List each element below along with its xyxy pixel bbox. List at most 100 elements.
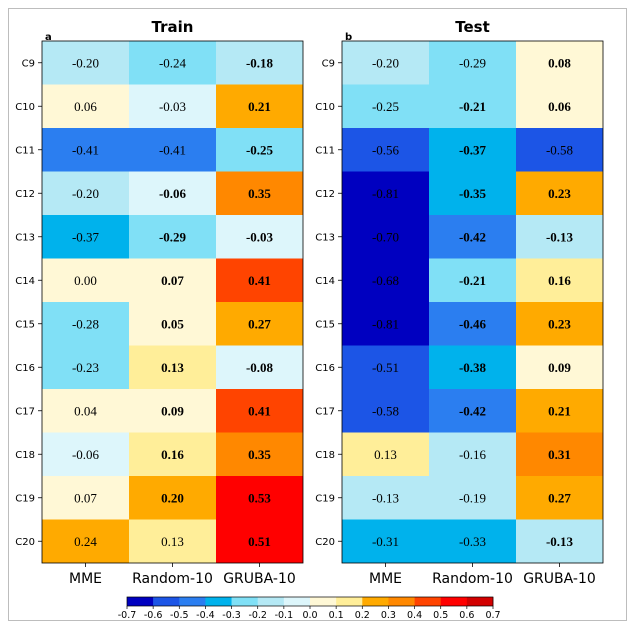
colorbar-tick-label: 0.0: [302, 610, 317, 621]
cell-value-label: -0.03: [159, 99, 186, 114]
heatmap-cell: [129, 41, 216, 85]
cell-value-label: -0.42: [459, 229, 486, 244]
cell-value-label: 0.13: [161, 534, 184, 549]
colorbar-tick-label: -0.2: [248, 610, 267, 621]
row-label: C10: [15, 102, 35, 113]
row-label: C18: [315, 450, 335, 461]
colorbar-segment: [231, 597, 259, 606]
heatmap-cell: [216, 41, 303, 85]
heatmap-cell: [42, 432, 129, 476]
colorbar-tick-label: 0.4: [407, 610, 422, 621]
cell-value-label: 0.13: [161, 360, 184, 375]
row-label: C19: [315, 493, 335, 504]
heatmap-cell: [429, 519, 516, 563]
heatmap-cell: [216, 171, 303, 215]
cell-value-label: 0.23: [548, 316, 571, 331]
heatmap-cell: [129, 476, 216, 520]
heatmap-cell: [516, 128, 603, 172]
cell-value-label: 0.05: [161, 316, 184, 331]
row-label: C14: [15, 276, 35, 287]
colorbar-tick-label: -0.7: [118, 610, 137, 621]
heatmap-cell: [129, 519, 216, 563]
row-label: C20: [15, 537, 35, 548]
heatmap-cell: [342, 41, 429, 85]
heatmap-cell: [129, 258, 216, 302]
heatmap-cell: [429, 345, 516, 389]
row-label: C13: [315, 232, 335, 243]
cell-value-label: -0.35: [459, 186, 487, 201]
cell-value-label: 0.35: [248, 447, 271, 462]
panel-letter: a: [45, 32, 52, 43]
colorbar-tick-label: 0.6: [459, 610, 474, 621]
cell-value-label: 0.27: [248, 316, 271, 331]
cell-value-label: -0.21: [459, 273, 486, 288]
cell-value-label: 0.07: [74, 490, 97, 505]
heatmap-cell: [216, 432, 303, 476]
cell-value-label: -0.06: [72, 447, 100, 462]
heatmap-cell: [429, 476, 516, 520]
heatmap-cell: [429, 389, 516, 433]
cell-value-label: -0.25: [246, 142, 274, 157]
heatmap-cell: [129, 389, 216, 433]
heatmap-cell: [42, 171, 129, 215]
heatmap-cell: [342, 215, 429, 259]
heatmap-cell: [342, 128, 429, 172]
cell-value-label: -0.13: [372, 490, 399, 505]
cell-value-label: -0.68: [372, 273, 399, 288]
row-label: C9: [322, 58, 335, 69]
colorbar-segment: [310, 597, 337, 606]
heatmap-cell: [342, 476, 429, 520]
heatmap-cell: [516, 345, 603, 389]
cell-value-label: 0.13: [374, 447, 397, 462]
heatmap-cell: [216, 128, 303, 172]
heatmap-cell: [516, 258, 603, 302]
cell-value-label: 0.16: [548, 273, 571, 288]
heatmap-cell: [429, 215, 516, 259]
colorbar-segment: [414, 597, 442, 606]
row-label: C10: [315, 102, 335, 113]
heatmap-cell: [129, 84, 216, 128]
heatmap-cell: [42, 389, 129, 433]
row-label: C16: [15, 363, 35, 374]
cell-value-label: -0.81: [372, 186, 399, 201]
column-label: Random-10: [132, 571, 213, 587]
cell-value-label: 0.00: [74, 273, 97, 288]
row-label: C11: [15, 145, 35, 156]
cell-value-label: -0.38: [459, 360, 487, 375]
heatmap-cell: [516, 432, 603, 476]
row-label: C13: [15, 232, 35, 243]
cell-value-label: 0.21: [548, 403, 571, 418]
cell-value-label: -0.23: [72, 360, 99, 375]
heatmap-cell: [516, 389, 603, 433]
colorbar-tick-label: 0.1: [329, 610, 344, 621]
cell-value-label: -0.37: [72, 229, 100, 244]
row-label: C20: [315, 537, 335, 548]
heatmap-cell: [216, 215, 303, 259]
row-label: C17: [315, 406, 335, 417]
row-label: C9: [22, 58, 35, 69]
cell-value-label: 0.41: [248, 273, 271, 288]
colorbar-segment: [179, 597, 206, 606]
column-label: MME: [369, 571, 402, 587]
colorbar-segment: [257, 597, 285, 606]
row-label: C14: [315, 276, 335, 287]
cell-value-label: -0.42: [459, 403, 486, 418]
colorbar-tick-label: -0.6: [144, 610, 163, 621]
heatmap-cell: [342, 258, 429, 302]
panel-letter: b: [345, 32, 352, 43]
cell-value-label: -0.25: [372, 99, 399, 114]
colorbar-segment: [362, 597, 389, 606]
heatmap-cell: [429, 171, 516, 215]
row-label: C15: [315, 319, 335, 330]
cell-value-label: 0.08: [548, 55, 571, 70]
cell-value-label: -0.06: [159, 186, 187, 201]
heatmap-cell: [129, 302, 216, 346]
heatmap-cell: [216, 519, 303, 563]
heatmap-cell: [342, 302, 429, 346]
colorbar-segment: [127, 597, 154, 606]
heatmap-cell: [342, 519, 429, 563]
colorbar-tick-label: -0.1: [275, 610, 294, 621]
heatmap-cell: [516, 41, 603, 85]
cell-value-label: -0.28: [72, 316, 99, 331]
